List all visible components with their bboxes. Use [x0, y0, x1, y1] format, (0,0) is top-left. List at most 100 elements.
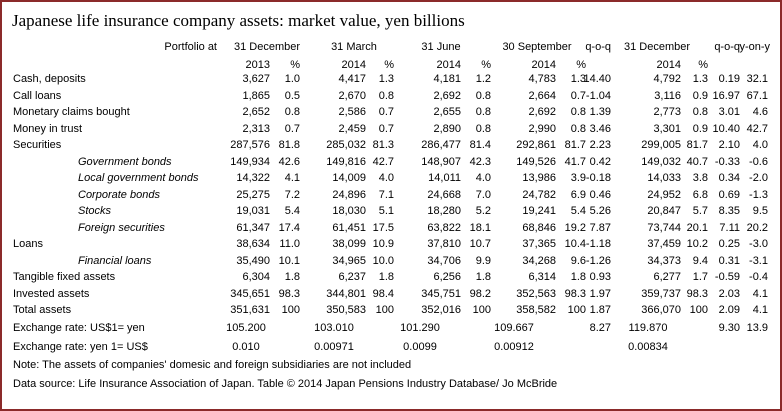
exchange-rate-value: 9.30 [718, 321, 740, 334]
cell-value: 1.8 [475, 271, 491, 283]
cell-value: 0.8 [692, 106, 708, 118]
cell-value: 2,459 [338, 122, 366, 135]
header-col-8: y-on-y [739, 41, 770, 53]
cell-value: 34,706 [427, 254, 461, 267]
cell-value: 9.4 [692, 254, 708, 267]
cell-value: -3.0 [749, 238, 768, 250]
cell-value: 0.7 [284, 122, 300, 135]
cell-value: 149,526 [516, 155, 556, 168]
cell-value: 2,586 [338, 106, 366, 118]
exchange-rate-label: Exchange rate: US$1= yen [13, 321, 145, 334]
cell-value: 1.3 [570, 73, 586, 85]
cell-value: 38,634 [236, 238, 270, 250]
cell-value: 24,952 [647, 188, 681, 201]
cell-value: 18,030 [332, 205, 366, 217]
cell-value: 5.4 [284, 205, 300, 217]
cell-value: 0.31 [718, 254, 740, 267]
cell-value: 34,373 [647, 254, 681, 267]
cell-value: 1.7 [692, 271, 708, 283]
cell-value: 351,631 [230, 304, 270, 316]
cell-value: 345,651 [230, 287, 270, 300]
cell-value: -1.3 [749, 188, 768, 201]
cell-value: -3.1 [749, 254, 768, 267]
cell-value: 148,907 [421, 155, 461, 168]
cell-value: 0.8 [475, 89, 491, 102]
cell-value: 0.8 [475, 122, 491, 135]
cell-value: 2.23 [589, 139, 611, 151]
cell-value: 149,934 [230, 155, 270, 168]
cell-value: 149,032 [641, 155, 681, 168]
cell-value: 16.97 [712, 89, 740, 102]
cell-value: 10.7 [469, 238, 491, 250]
cell-value: -0.33 [714, 155, 740, 168]
cell-value: 2,313 [242, 122, 270, 135]
cell-value: 24,896 [332, 188, 366, 201]
cell-value: 10.1 [278, 254, 300, 267]
cell-value: 149,816 [326, 155, 366, 168]
cell-value: 2.03 [718, 287, 740, 300]
row-label: Corporate bonds [78, 188, 160, 201]
cell-value: 7.1 [378, 188, 394, 201]
cell-value: -0.18 [585, 172, 611, 184]
cell-value: 0.25 [718, 238, 740, 250]
cell-value: 98.2 [469, 287, 491, 300]
cell-value: 1.2 [475, 73, 491, 85]
cell-value: -1.18 [585, 238, 611, 250]
cell-value: 285,032 [326, 139, 366, 151]
cell-value: 37,459 [647, 238, 681, 250]
row-label: Call loans [13, 89, 62, 102]
exchange-rate-label: Exchange rate: yen 1= US$ [13, 340, 148, 353]
cell-value: 3,116 [654, 89, 681, 102]
header-col-4: 30 September [502, 41, 572, 53]
cell-value: -1.26 [585, 254, 611, 267]
cell-value: -0.6 [749, 155, 768, 168]
cell-value: 61,347 [236, 221, 270, 234]
cell-value: 344,801 [326, 287, 366, 300]
subheader-col-1: % [290, 59, 300, 71]
exchange-rate-value: 119.870 [628, 321, 668, 334]
cell-value: 10.2 [686, 238, 708, 250]
cell-value: 14,033 [647, 172, 681, 184]
cell-value: 1.0 [284, 73, 300, 85]
exchange-rate-value: 0.00834 [628, 340, 668, 353]
cell-value: 24,668 [427, 188, 461, 201]
cell-value: 6,277 [653, 271, 681, 283]
cell-value: 6.8 [692, 188, 708, 201]
cell-value: 42.7 [746, 122, 768, 135]
exchange-rate-value: 13.9 [746, 321, 768, 334]
exchange-rate-value: 0.010 [232, 340, 260, 353]
cell-value: 5.26 [589, 205, 611, 217]
row-label: Stocks [78, 205, 112, 217]
cell-value: 3.8 [692, 172, 708, 184]
cell-value: 6,304 [242, 271, 270, 283]
cell-value: 0.7 [378, 106, 394, 118]
cell-value: 61,451 [332, 221, 366, 234]
cell-value: 2.10 [718, 139, 740, 151]
cell-value: 2,655 [433, 106, 461, 118]
cell-value: 5.4 [570, 205, 586, 217]
cell-value: 20.1 [686, 221, 708, 234]
cell-value: 2,890 [433, 122, 461, 135]
cell-value: 286,477 [421, 139, 461, 151]
cell-value: 9.5 [752, 205, 768, 217]
cell-value: 5.1 [378, 205, 394, 217]
cell-value: 35,490 [236, 254, 270, 267]
cell-value: 2,773 [653, 106, 681, 118]
cell-value: 0.42 [589, 155, 611, 168]
cell-value: 1.97 [589, 287, 611, 300]
cell-value: 0.9 [692, 89, 708, 102]
row-label: Government bonds [78, 155, 172, 168]
cell-value: 67.1 [746, 89, 768, 102]
cell-value: 0.93 [589, 271, 611, 283]
cell-value: 42.6 [278, 155, 300, 168]
cell-value: 0.8 [475, 106, 491, 118]
cell-value: 37,365 [522, 238, 556, 250]
cell-value: 5.7 [692, 205, 708, 217]
cell-value: 4.1 [752, 287, 768, 300]
cell-value: 1.8 [570, 271, 586, 283]
row-label: Tangible fixed assets [13, 271, 116, 283]
data-source: Data source: Life Insurance Association … [13, 377, 558, 390]
subheader-col-9: % [698, 59, 708, 71]
cell-value: 1,865 [242, 89, 270, 102]
cell-value: 0.69 [718, 188, 740, 201]
